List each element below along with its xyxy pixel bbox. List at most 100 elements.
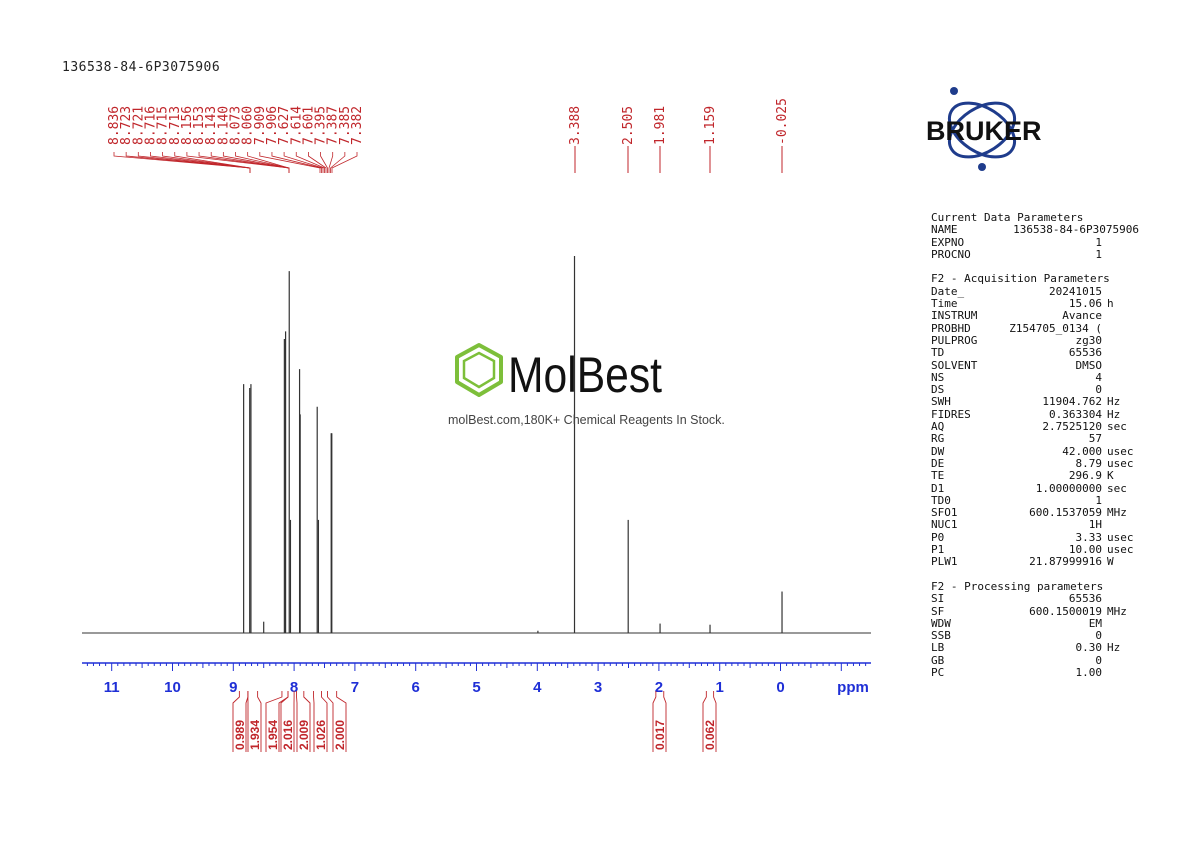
param-key: EXPNO (931, 235, 965, 249)
param-unit (1102, 667, 1107, 679)
param-unit (1102, 347, 1107, 359)
param-unit: h (1107, 297, 1114, 311)
axis-tick-label: 9 (229, 679, 237, 696)
param-row: SOLVENT DMSO (931, 358, 1146, 372)
param-key: DS (931, 383, 945, 397)
param-value: 600.1537059 (1029, 506, 1102, 520)
integral-bracket (313, 691, 328, 752)
param-row: D1 1.00000000 sec (931, 481, 1146, 495)
param-key: D1 (931, 481, 945, 495)
param-unit: Hz (1107, 641, 1121, 655)
peak-connector (174, 152, 251, 173)
molbest-watermark: MolBest (455, 343, 662, 400)
param-key: WDW (931, 616, 951, 630)
param-row: NUC1 1H (931, 519, 1146, 532)
param-key: SF (931, 604, 945, 618)
peak-label: 3.388 (568, 106, 583, 145)
param-value: 65536 (1068, 346, 1102, 360)
integral-bracket (247, 691, 262, 752)
param-row: NAME 136538-84-6P3075906 (931, 223, 1146, 236)
param-value: DMSO (1075, 358, 1103, 372)
param-key: P0 (931, 530, 945, 544)
peak-connector (271, 152, 322, 173)
param-key: GB (931, 653, 945, 667)
integral-bracket (327, 691, 347, 752)
param-row: DE 8.79 usec (931, 456, 1146, 470)
peak-label: 8.153 (192, 106, 207, 145)
param-key: PROCNO (931, 247, 971, 261)
param-row: P1 10.00 usec (931, 543, 1146, 557)
param-unit: usec (1107, 530, 1134, 544)
param-value: 1 (1095, 247, 1102, 261)
param-value: 1 (1095, 493, 1102, 507)
param-row: TD 65536 (931, 346, 1146, 360)
param-unit (1102, 519, 1107, 531)
param-value: Avance (1062, 309, 1102, 323)
peak-label: 8.143 (204, 106, 219, 145)
param-row: DS 0 (931, 383, 1146, 397)
axis-tick-label: 6 (412, 679, 420, 696)
peak-label: 7.382 (350, 106, 365, 145)
peak-connector (247, 152, 290, 173)
param-unit: usec (1107, 543, 1134, 557)
param-key: TD0 (931, 493, 951, 507)
param-unit: MHz (1107, 506, 1127, 520)
axis-tick-label: 4 (533, 679, 542, 696)
peak-connector (283, 152, 324, 173)
param-row: PLW1 21.87999916 W (931, 556, 1146, 569)
param-row: TE 296.9 K (931, 469, 1146, 483)
axis-tick-label: 2 (655, 679, 663, 696)
param-row: PROBHD Z154705_0134 ( (931, 321, 1146, 335)
param-unit: Hz (1107, 407, 1121, 421)
param-unit (1102, 655, 1107, 667)
peak-label: 8.713 (168, 106, 183, 145)
param-row: NS 4 (931, 370, 1146, 384)
param-unit: usec (1107, 456, 1134, 470)
param-row: P0 3.33 usec (931, 530, 1146, 544)
param-value: 1.00 (1075, 665, 1103, 679)
param-key: TE (931, 469, 945, 483)
param-value: 0 (1095, 653, 1102, 667)
param-unit (1102, 618, 1107, 630)
peak-label: 7.627 (277, 106, 292, 145)
param-key: PROBHD (931, 321, 971, 335)
param-value: 8.79 (1075, 456, 1103, 470)
axis-tick-label: 7 (351, 679, 359, 696)
peak-connector (259, 152, 321, 173)
param-value: 10.00 (1068, 543, 1102, 557)
param-row: SWH 11904.762 Hz (931, 396, 1146, 409)
peak-connector (320, 152, 328, 173)
param-row: INSTRUM Avance (931, 309, 1146, 323)
axis-unit-label: ppm (837, 679, 869, 696)
param-row: Date_ 20241015 (931, 285, 1146, 298)
peak-label: 8.836 (107, 106, 122, 145)
param-unit (1102, 249, 1107, 261)
param-value: 296.9 (1068, 469, 1102, 483)
axis-tick-label: 10 (164, 679, 181, 696)
param-row: AQ 2.7525120 sec (931, 420, 1146, 434)
param-row: PULPROG zg30 (931, 334, 1146, 347)
param-unit (1102, 360, 1107, 372)
param-row: WDW EM (931, 616, 1146, 630)
param-key: DW (931, 444, 945, 458)
param-key: SI (931, 592, 945, 606)
param-value: 65536 (1068, 592, 1102, 606)
param-key: RG (931, 432, 945, 446)
peak-connector (113, 152, 251, 173)
param-value: 2.7525120 (1042, 420, 1102, 434)
param-key: NS (931, 370, 945, 384)
param-value: 57 (1088, 432, 1102, 446)
integral-value: 0.017 (653, 720, 667, 750)
axis-tick-label: 5 (472, 679, 480, 696)
param-row: GB 0 (931, 653, 1146, 667)
peak-label: 7.909 (253, 106, 268, 145)
param-value: EM (1088, 616, 1102, 630)
param-key: FIDRES (931, 407, 971, 421)
integral-layer: 0.989 1.934 1.954 2.016 2.009 1.026 2.000 0.017… (232, 691, 717, 752)
peak-label: 8.716 (143, 106, 158, 145)
param-value: 0.363304 (1049, 407, 1102, 421)
peak-label: 8.073 (229, 106, 244, 145)
watermark-tagline: molBest.com,180K+ Chemical Reagents In S… (448, 413, 725, 427)
param-row: EXPNO 1 (931, 235, 1146, 249)
integral-value: 1.026 (314, 720, 328, 750)
